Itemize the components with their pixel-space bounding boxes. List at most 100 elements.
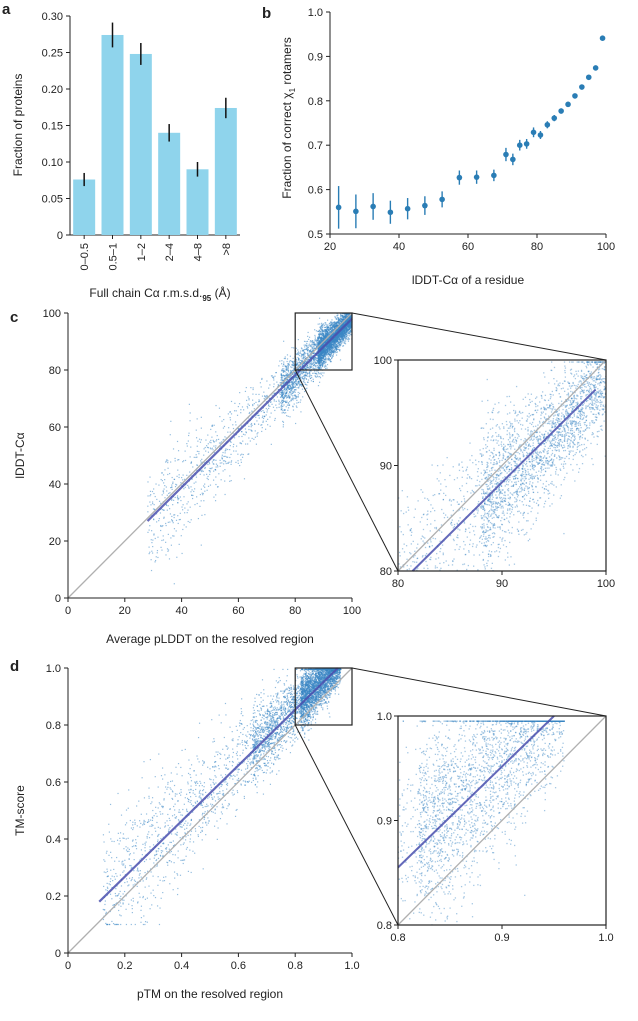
c-scatter-point <box>319 359 321 361</box>
c-scatter-point <box>261 424 263 426</box>
c-scatter-point <box>342 336 344 338</box>
c-scatter-point <box>240 459 242 461</box>
c-scatter-point <box>205 450 207 452</box>
c-scatter-point <box>277 385 279 387</box>
c-scatter-point <box>271 394 273 396</box>
c-scatter-point <box>319 326 321 328</box>
c-scatter-point <box>288 404 291 406</box>
c-scatter-point <box>215 463 218 465</box>
c-scatter-point <box>158 500 161 502</box>
c-scatter-point <box>316 350 318 352</box>
c-scatter-point <box>300 371 302 373</box>
c-scatter-point <box>332 350 335 352</box>
c-scatter-point <box>153 534 155 536</box>
c-scatter-point <box>291 395 294 397</box>
c-scatter-point <box>324 364 326 366</box>
b-y-axis-label: Fraction of correct χ1 rotamers <box>280 37 297 198</box>
c-scatter-point <box>200 439 202 441</box>
c-scatter-point <box>168 492 170 495</box>
c-scatter-point <box>283 340 285 342</box>
c-scatter-point <box>237 462 239 464</box>
c-scatter-point <box>186 474 188 476</box>
c-scatter-point <box>304 371 306 373</box>
c-scatter-point <box>152 539 154 541</box>
c-scatter-point <box>158 484 160 486</box>
c-scatter-point <box>172 504 174 506</box>
c-scatter-point <box>314 364 316 366</box>
c-scatter-point <box>307 353 309 356</box>
c-scatter-point <box>340 325 342 327</box>
c-scatter-point <box>344 335 346 337</box>
c-scatter-point <box>297 377 300 379</box>
c-scatter-point <box>265 414 267 416</box>
c-scatter-point <box>289 372 292 375</box>
c-scatter-point <box>209 467 211 470</box>
b-data-point-20 <box>572 93 578 99</box>
c-scatter-point <box>334 315 336 318</box>
c-scatter-point <box>252 403 254 406</box>
c-scatter-point <box>171 499 173 501</box>
b-data-point-14 <box>530 129 537 136</box>
bar-4 <box>186 169 209 235</box>
c-scatter-point <box>262 415 264 417</box>
c-scatter-point <box>172 482 174 485</box>
c-scatter-point <box>304 360 307 362</box>
c-scatter-point <box>290 387 292 389</box>
c-scatter-point <box>212 439 214 441</box>
c-scatter-point <box>294 385 297 387</box>
c-scatter-point <box>332 324 334 326</box>
c-scatter-point <box>242 440 244 442</box>
c-scatter-point <box>296 353 298 356</box>
bar-1 <box>101 34 124 236</box>
a-x-axis-label-unit: (Å) <box>211 285 230 300</box>
c-scatter-point <box>333 342 335 344</box>
c-scatter-point <box>293 363 295 366</box>
c-scatter-point <box>331 319 333 321</box>
c-scatter-point <box>330 353 332 356</box>
c-scatter-point <box>310 363 312 365</box>
c-scatter-point <box>324 365 326 367</box>
c-scatter-point <box>334 348 336 350</box>
c-scatter-point <box>266 395 268 397</box>
c-scatter-point <box>302 396 304 398</box>
c-scatter-point <box>234 421 237 423</box>
c-scatter-point <box>289 377 291 379</box>
c-scatter-point <box>246 405 248 408</box>
c-scatter-point <box>328 358 330 360</box>
c-scatter-point <box>312 367 314 369</box>
b-data-point-7 <box>456 174 463 181</box>
c-scatter-point <box>154 537 156 540</box>
c-scatter-point <box>304 353 306 355</box>
c-scatter-point <box>230 463 232 465</box>
c-scatter-point <box>347 340 350 342</box>
c-scatter-point <box>295 405 297 407</box>
c-scatter-point <box>290 380 292 382</box>
c-scatter-point <box>183 478 186 480</box>
c-scatter-point <box>236 414 239 416</box>
c-scatter-point <box>281 408 283 410</box>
c-scatter-point <box>309 340 312 342</box>
c-scatter-point <box>298 358 300 360</box>
c-scatter-point <box>294 386 296 388</box>
c-scatter-point <box>311 342 313 344</box>
c-scatter-point <box>300 372 302 375</box>
c-scatter-point <box>313 367 316 370</box>
c-scatter-point <box>340 317 342 319</box>
c-scatter-point <box>309 341 311 343</box>
c-scatter-point <box>196 502 198 505</box>
c-scatter-point <box>282 376 284 378</box>
c-scatter-point <box>309 372 311 374</box>
c-scatter-points <box>147 312 353 585</box>
c-scatter-point <box>261 395 264 397</box>
c-scatter-point <box>223 455 225 458</box>
c-scatter-point <box>297 394 299 396</box>
c-scatter-point <box>149 495 151 497</box>
c-scatter-point <box>160 502 162 504</box>
c-scatter-point <box>198 438 201 440</box>
c-scatter-point <box>293 384 295 386</box>
c-scatter-point <box>334 338 337 340</box>
c-scatter-point <box>189 521 191 523</box>
c-scatter-point <box>284 391 286 393</box>
c-scatter-point <box>295 396 298 398</box>
c-scatter-point <box>153 492 155 495</box>
